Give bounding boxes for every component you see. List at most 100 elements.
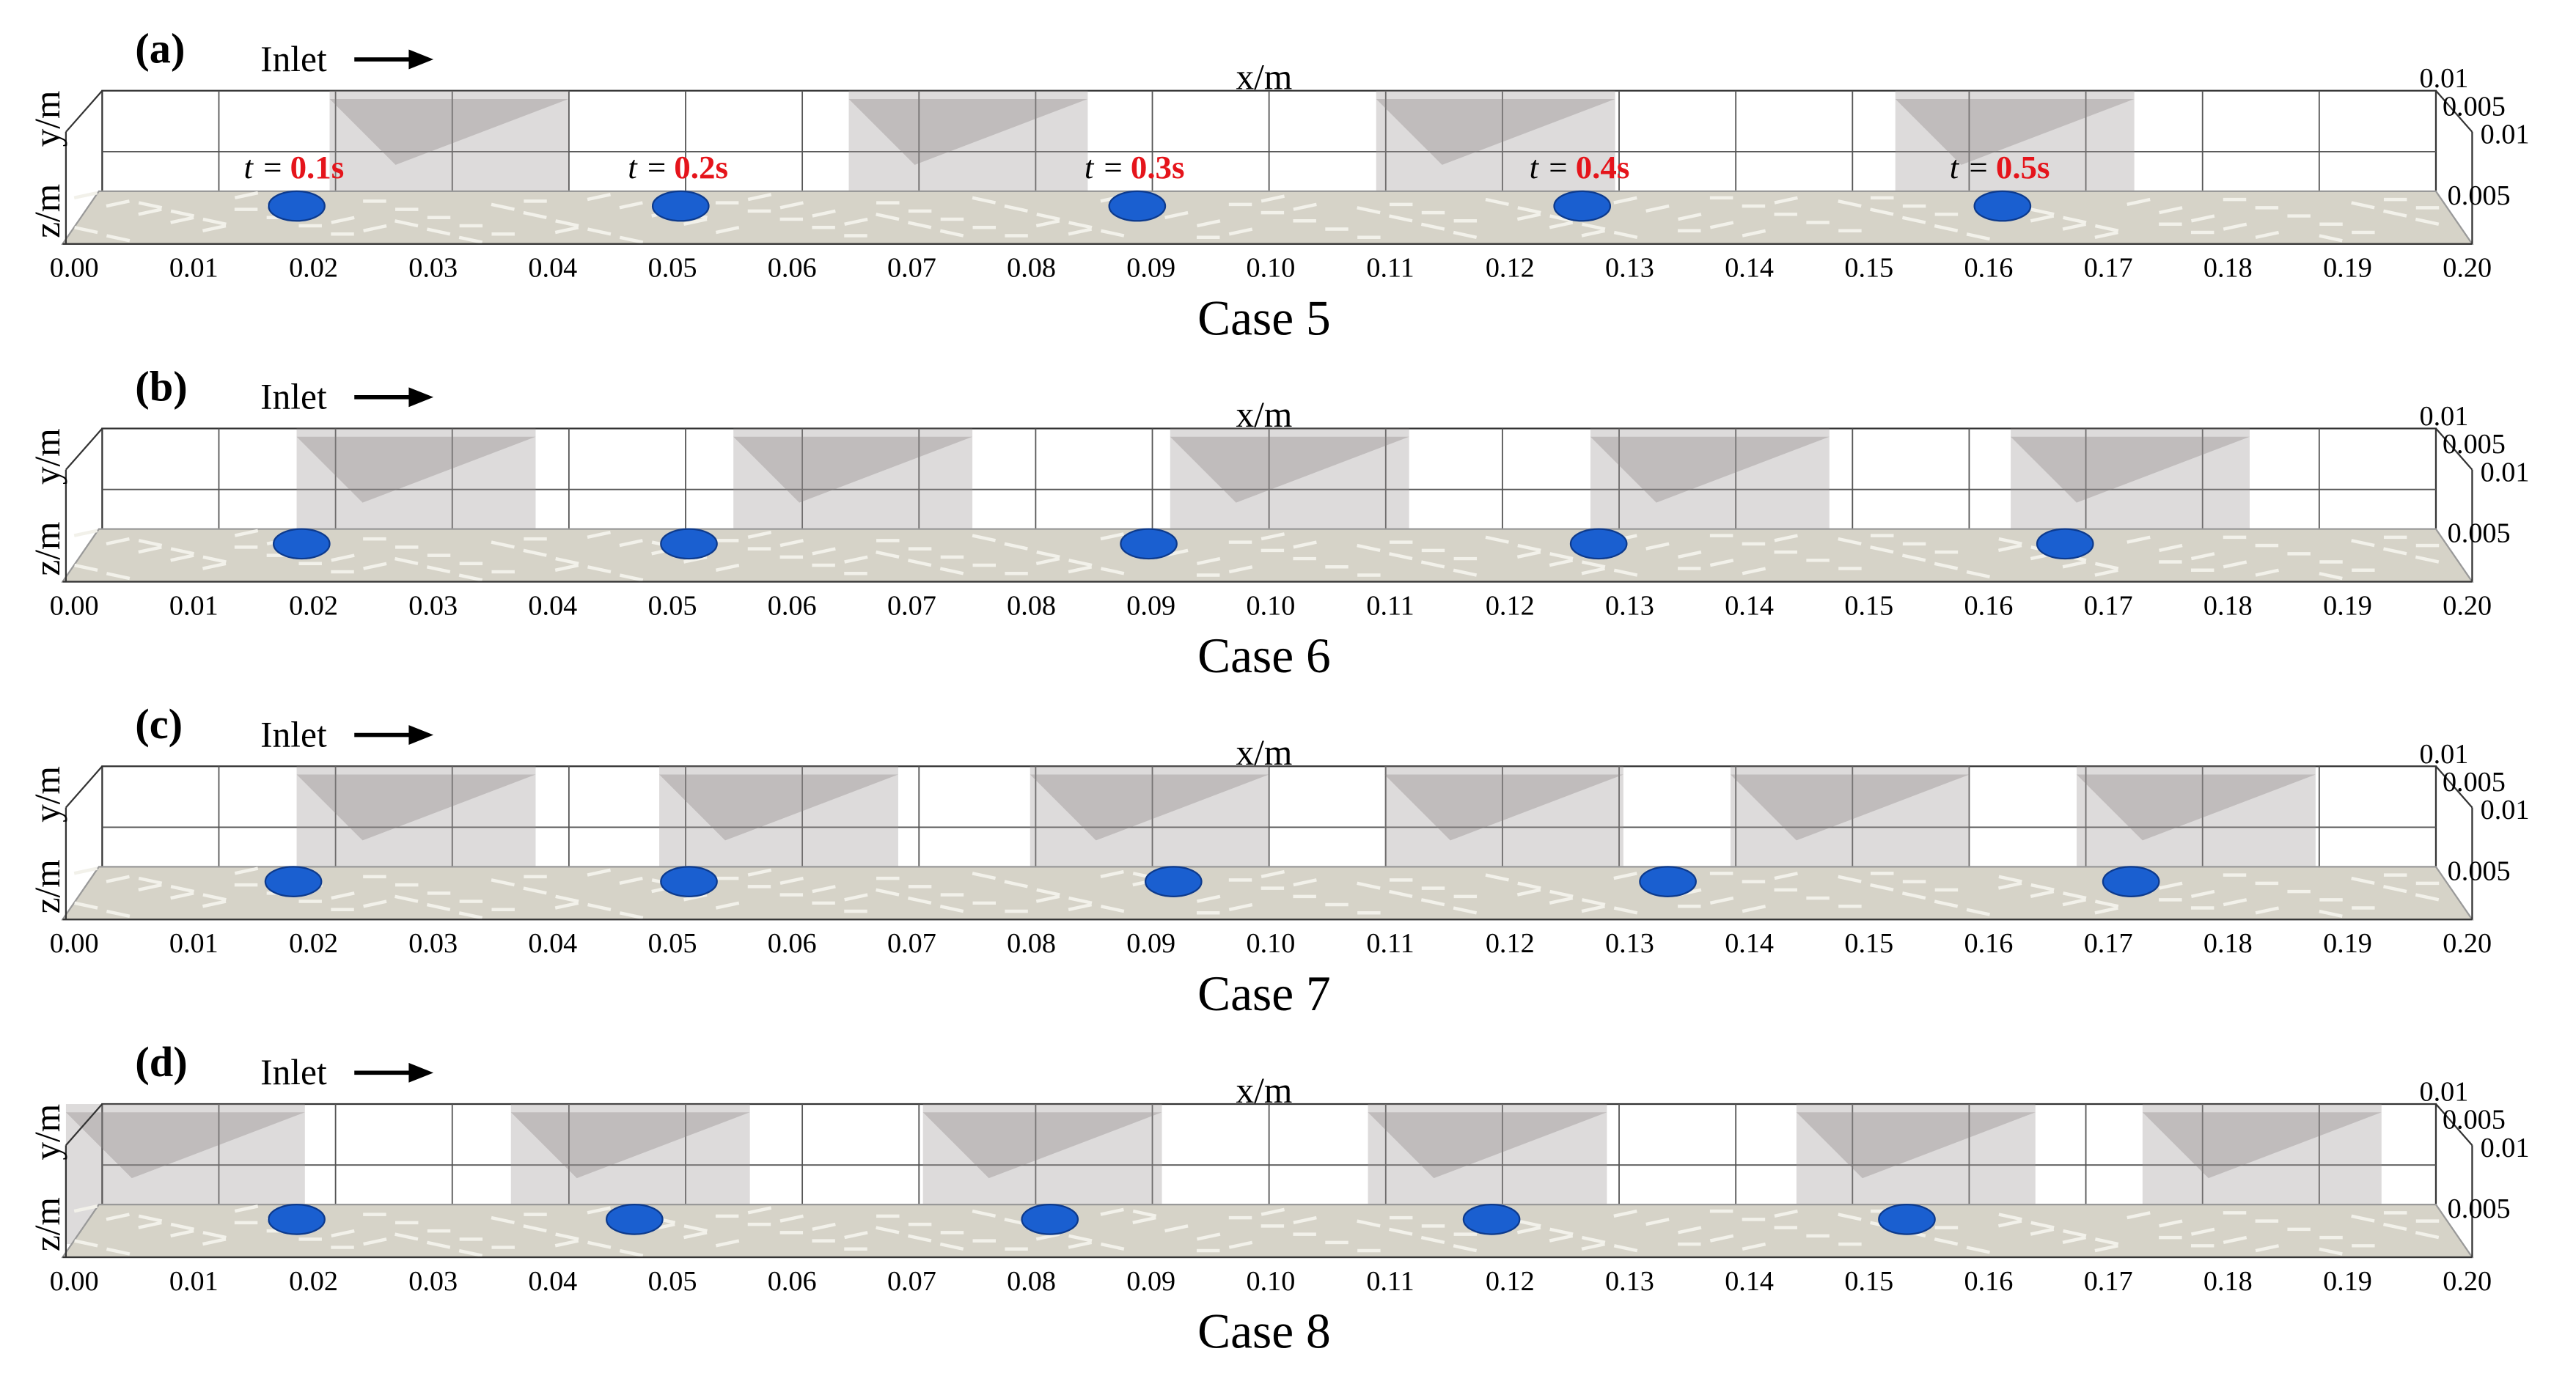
x-axis-label: x/m — [1236, 394, 1292, 435]
fiber — [2351, 539, 2375, 548]
side-tick-label: 0.01 — [2419, 739, 2468, 770]
x-tick-label: 0.02 — [289, 1266, 338, 1297]
fiber — [458, 573, 483, 582]
fiber — [2062, 1235, 2087, 1245]
fiber — [1261, 532, 1285, 541]
x-tick-label: 0.12 — [1486, 1266, 1535, 1297]
fiber — [138, 883, 162, 892]
fiber — [1036, 888, 1060, 897]
side-tick-label: 0.005 — [2443, 1105, 2506, 1136]
x-tick-label: 0.07 — [887, 590, 936, 621]
fiber — [170, 1229, 194, 1238]
fiber — [2255, 568, 2280, 577]
fiber — [1293, 202, 1317, 211]
fiber — [1838, 1213, 1862, 1221]
x-tick-label: 0.01 — [169, 253, 219, 284]
fiber — [619, 573, 644, 582]
x-tick-label: 0.08 — [1007, 928, 1056, 959]
fiber — [2255, 230, 2280, 239]
droplet — [1144, 866, 1203, 897]
time-value: 0.4s — [1576, 149, 1630, 185]
fiber — [812, 209, 836, 218]
fiber — [1196, 219, 1221, 228]
x-tick-label: 0.18 — [2203, 928, 2253, 959]
fiber — [2415, 555, 2440, 564]
fiber — [1261, 869, 1285, 879]
fiber — [1100, 869, 1124, 879]
fiber — [170, 547, 195, 556]
x-tick-label: 0.20 — [2443, 590, 2492, 621]
time-symbol: t = — [244, 149, 284, 185]
x-tick-label: 0.18 — [2203, 590, 2253, 621]
fiber — [2030, 1221, 2055, 1229]
side-tick-label: 0.01 — [2419, 1077, 2468, 1108]
fiber — [106, 572, 131, 581]
fiber — [1517, 881, 1541, 890]
fiber — [1870, 207, 1894, 216]
z-axis-label: z/m — [27, 859, 67, 913]
time-symbol: t = — [1950, 149, 1989, 185]
fiber — [1774, 872, 1798, 880]
fiber — [844, 217, 868, 226]
time-symbol: t = — [1530, 149, 1569, 185]
fiber — [1228, 565, 1253, 574]
fiber — [1164, 1224, 1189, 1233]
x-tick-label: 0.20 — [2443, 928, 2492, 959]
fiber — [1036, 550, 1060, 559]
fiber — [2159, 1219, 2183, 1228]
fiber — [2030, 883, 2055, 892]
fiber — [1132, 1215, 1156, 1225]
fiber — [1293, 878, 1317, 887]
fiber — [779, 1214, 804, 1223]
fiber — [138, 207, 162, 216]
fiber — [619, 1248, 644, 1257]
fiber — [2223, 222, 2247, 231]
fiber — [138, 539, 163, 548]
fiber — [1678, 1226, 1702, 1235]
fiber — [1774, 196, 1798, 205]
droplet — [1878, 1203, 1936, 1235]
x-tick-label: 0.16 — [1964, 590, 2014, 621]
x-tick-label: 0.14 — [1725, 253, 1774, 284]
fiber — [1742, 229, 1766, 238]
fiber — [2094, 562, 2119, 570]
x-tick-label: 0.13 — [1605, 590, 1654, 621]
fiber — [939, 567, 964, 575]
x-tick-label: 0.18 — [2203, 253, 2253, 284]
time-symbol: t = — [628, 149, 667, 185]
fiber — [1934, 224, 1959, 232]
fiber — [1645, 542, 1670, 551]
x-tick-label: 0.09 — [1126, 928, 1175, 959]
droplet — [660, 528, 718, 560]
fiber — [747, 1206, 772, 1215]
x-tick-label: 0.04 — [528, 1266, 577, 1297]
droplet — [1569, 528, 1628, 560]
fiber — [1549, 552, 1574, 561]
fiber — [106, 1247, 131, 1256]
fiber — [1613, 196, 1637, 205]
x-tick-label: 0.12 — [1486, 253, 1535, 284]
droplet — [1108, 190, 1167, 222]
fiber — [779, 201, 804, 210]
fiber — [2383, 1222, 2407, 1232]
fiber — [2159, 206, 2183, 215]
x-tick-label: 0.08 — [1007, 590, 1056, 621]
fiber — [1035, 219, 1060, 228]
fiber — [1357, 1219, 1381, 1228]
fiber — [715, 563, 740, 572]
x-tick-label: 0.05 — [648, 928, 697, 959]
inlet-arrowhead — [408, 387, 434, 408]
x-tick-label: 0.20 — [2443, 1266, 2492, 1297]
x-tick-label: 0.00 — [50, 590, 99, 621]
fiber — [844, 1231, 868, 1240]
inlet-arrowhead — [408, 725, 434, 746]
fiber — [555, 1232, 579, 1241]
fiber — [2094, 224, 2119, 232]
x-tick-label: 0.08 — [1007, 1266, 1056, 1297]
fiber — [1549, 896, 1574, 905]
fiber — [138, 1221, 162, 1229]
fiber — [587, 227, 612, 236]
side-tick-label: 0.01 — [2481, 795, 2530, 825]
fiber — [876, 1226, 900, 1235]
x-tick-label: 0.02 — [289, 590, 338, 621]
